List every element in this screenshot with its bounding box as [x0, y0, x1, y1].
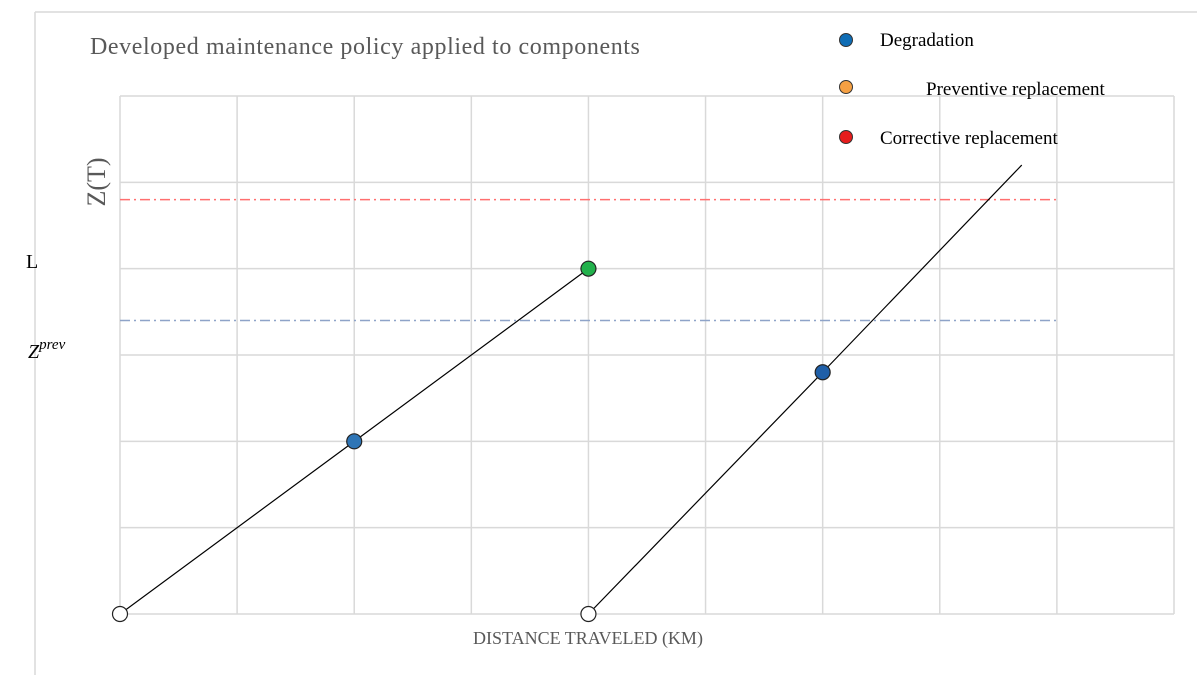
y-axis-label: Z(T) [82, 157, 111, 206]
data-points [111, 260, 831, 623]
legend-marker-3 [839, 130, 853, 144]
data-point-start-1 [111, 605, 129, 623]
data-point-start-4 [580, 605, 597, 623]
x-axis-label: DISTANCE TRAVELED (KM) [473, 628, 703, 649]
series-line-2 [588, 164, 1023, 615]
legend: Degradation Preventive replacement Correct… [839, 30, 1106, 149]
data-point-degradation-5 [814, 364, 831, 381]
threshold-lines [120, 198, 1057, 322]
zprev-superscript: prev [38, 337, 65, 353]
threshold-label-l: L [26, 251, 38, 273]
data-point-degradation-2 [346, 433, 363, 450]
legend-label-3: Corrective replacement [880, 128, 1058, 149]
zprev-base: Z [28, 341, 40, 363]
legend-label-1: Degradation [880, 30, 974, 51]
legend-marker-1 [839, 33, 853, 47]
legend-marker-2 [839, 80, 853, 94]
data-point-preventive-3 [580, 260, 597, 277]
grid [119, 95, 1175, 615]
chart-title: Developed maintenance policy applied to … [90, 34, 641, 60]
series-lines [119, 164, 1023, 615]
legend-label-2: Preventive replacement [926, 79, 1106, 100]
threshold-label-zprev: Zprev [28, 337, 66, 363]
